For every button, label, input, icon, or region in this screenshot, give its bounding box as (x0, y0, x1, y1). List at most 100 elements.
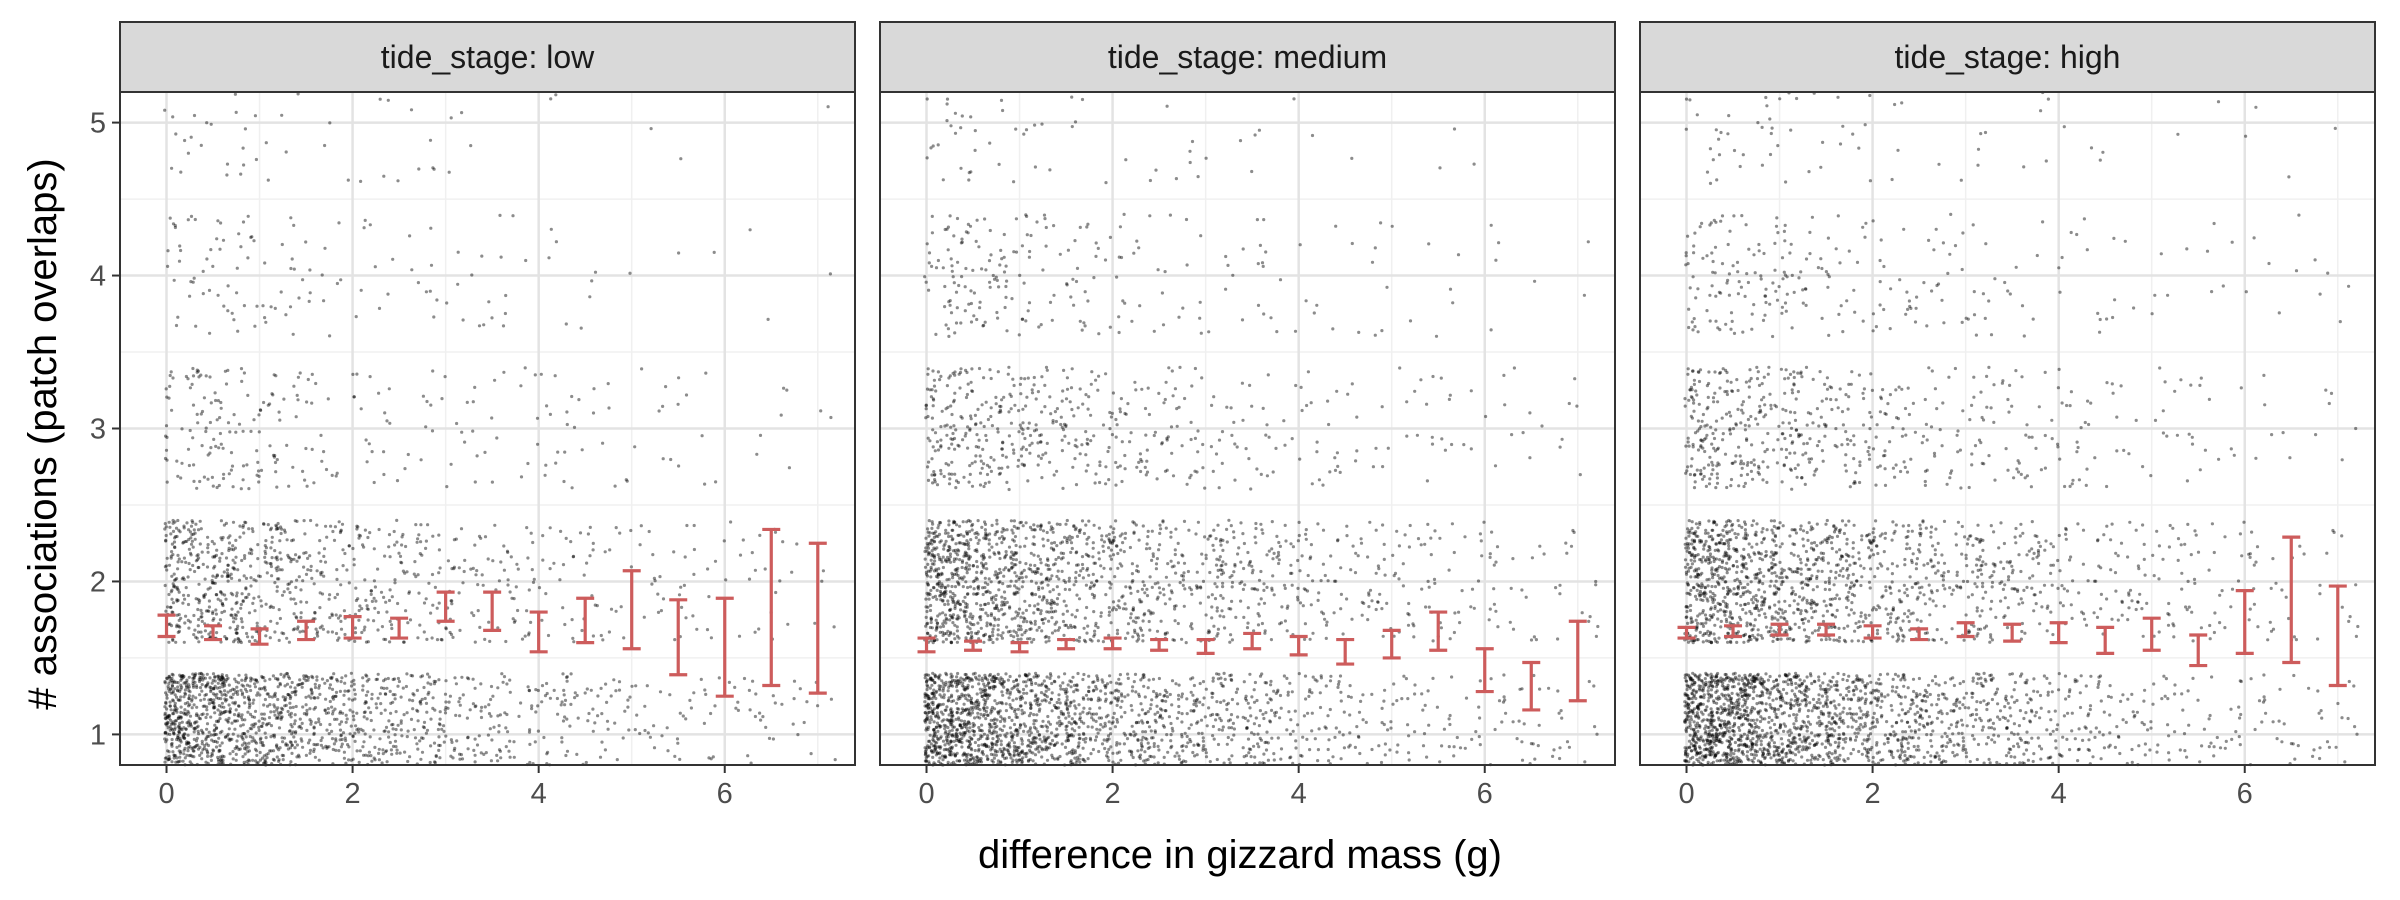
data-point (220, 602, 224, 606)
data-point (780, 702, 784, 706)
data-point (676, 741, 680, 745)
data-point (296, 683, 300, 687)
data-point (703, 482, 707, 486)
data-point (1103, 746, 1107, 751)
data-point (384, 749, 389, 753)
x-tick-label: 6 (717, 778, 733, 810)
data-point (1227, 726, 1231, 730)
data-point (1077, 703, 1081, 707)
data-point (177, 760, 181, 764)
data-point (170, 737, 174, 742)
data-point (1316, 759, 1320, 763)
data-point (312, 481, 316, 485)
data-point (1115, 703, 1119, 708)
data-point (269, 710, 273, 714)
data-point (975, 570, 979, 575)
data-point (829, 697, 834, 701)
data-point (218, 685, 222, 690)
data-point (753, 630, 757, 634)
data-point (479, 709, 483, 713)
data-point (178, 673, 182, 677)
data-point (982, 706, 986, 710)
data-point (1346, 694, 1351, 699)
data-point (479, 682, 483, 686)
data-point (764, 725, 768, 730)
data-point (206, 546, 210, 550)
data-point (171, 529, 176, 534)
data-point (195, 705, 199, 709)
data-point (591, 541, 595, 546)
data-point (666, 749, 670, 753)
data-point (168, 725, 172, 729)
data-point (1115, 688, 1119, 692)
data-point (1105, 754, 1109, 758)
data-point (1075, 683, 1079, 687)
data-point (231, 732, 235, 736)
data-point (414, 523, 418, 527)
data-point (1060, 742, 1064, 746)
data-point (179, 248, 183, 253)
data-point (188, 294, 192, 298)
data-point (433, 760, 437, 764)
data-point (420, 697, 424, 702)
data-point (1122, 550, 1126, 554)
data-point (936, 729, 940, 734)
data-point (1061, 711, 1065, 716)
data-point (1064, 716, 1068, 720)
data-point (207, 698, 211, 702)
data-point (957, 681, 962, 686)
data-point (1329, 674, 1333, 678)
data-point (466, 747, 470, 751)
data-point (277, 758, 281, 762)
data-point (235, 739, 239, 743)
data-point (362, 740, 366, 744)
data-point (458, 714, 462, 718)
data-point (312, 749, 316, 754)
data-point (365, 604, 369, 608)
data-point (1013, 684, 1017, 688)
data-point (228, 430, 232, 434)
data-point (1248, 672, 1252, 676)
data-point (168, 732, 172, 737)
data-point (440, 397, 444, 401)
data-point (216, 755, 220, 760)
data-point (196, 528, 201, 532)
data-point (306, 741, 311, 745)
data-point (946, 760, 950, 764)
data-point (167, 682, 171, 686)
data-point (399, 721, 403, 725)
data-point (212, 705, 216, 710)
data-point (1289, 755, 1293, 759)
data-point (230, 696, 234, 700)
data-point (351, 734, 355, 738)
data-point (177, 715, 181, 719)
data-point (364, 700, 368, 705)
data-point (496, 686, 500, 690)
data-point (516, 567, 520, 571)
data-point (198, 693, 202, 697)
data-point (949, 739, 953, 743)
data-point (195, 720, 199, 724)
data-point (184, 683, 188, 688)
data-point (367, 706, 371, 710)
data-point (1074, 761, 1078, 765)
data-point (458, 752, 462, 756)
data-point (773, 530, 778, 534)
data-point (182, 640, 186, 644)
data-point (215, 686, 220, 690)
data-point (263, 685, 267, 689)
data-point (400, 535, 404, 539)
data-point (309, 568, 313, 573)
data-point (177, 730, 181, 734)
data-point (1107, 580, 1112, 584)
data-point (167, 675, 171, 679)
data-point (1431, 676, 1435, 681)
data-point (280, 593, 285, 597)
data-point (1192, 699, 1196, 703)
data-point (528, 728, 532, 732)
y-tick-label: 2 (90, 566, 106, 598)
data-point (237, 712, 241, 716)
data-point (241, 429, 245, 433)
data-point (1180, 712, 1184, 716)
data-point (250, 235, 254, 239)
